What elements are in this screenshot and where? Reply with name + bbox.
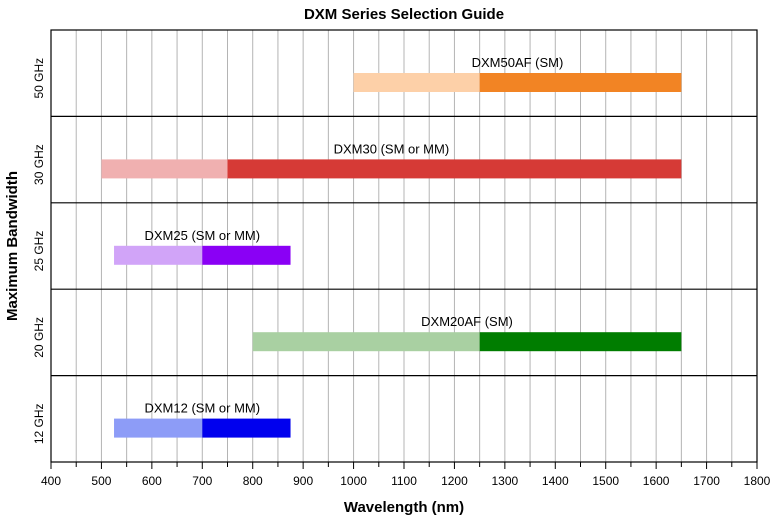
bar-name-label: DXM50AF (SM) (472, 55, 564, 70)
bar-name-label: DXM12 (SM or MM) (145, 401, 261, 416)
x-axis: 400 500 600 700 800 900 1000 1100 1200 1300 1400 15… (41, 462, 771, 488)
row-bandwidth-label: 20 GHz (32, 317, 46, 358)
bar-light-segment (252, 332, 480, 352)
bar-dark-segment (479, 332, 682, 352)
x-tick-label: 1700 (693, 474, 720, 488)
row-separators (51, 115, 757, 377)
x-tick-label: 700 (192, 474, 212, 488)
bar-dark-segment (227, 159, 682, 179)
row-bandwidth-label: 25 GHz (32, 231, 46, 272)
x-tick-label: 1500 (592, 474, 619, 488)
bar-light-segment (353, 73, 480, 92)
x-tick-label: 900 (293, 474, 313, 488)
x-axis-title: Wavelength (nm) (344, 499, 464, 516)
bar-dark-segment (202, 418, 291, 438)
x-tick-label: 500 (91, 474, 111, 488)
chart-title: DXM Series Selection Guide (304, 6, 504, 23)
row-bandwidth-label: 30 GHz (32, 144, 46, 185)
y-axis-title: Maximum Bandwidth (4, 171, 21, 321)
bar-name-label: DXM25 (SM or MM) (145, 228, 261, 243)
bar-light-segment (114, 245, 203, 265)
row-bandwidth-label: 12 GHz (32, 403, 46, 444)
x-tick-label: 1400 (542, 474, 569, 488)
bar-name-label: DXM20AF (SM) (421, 314, 513, 329)
x-tick-label: 1000 (340, 474, 367, 488)
x-tick-label: 600 (142, 474, 162, 488)
bar-dark-segment (202, 245, 291, 265)
x-tick-label: 1100 (391, 474, 417, 488)
bar-light-segment (114, 418, 203, 438)
bar-dark-segment (479, 73, 682, 92)
x-tick-label: 1300 (492, 474, 519, 488)
x-tick-label: 400 (41, 474, 61, 488)
x-tick-label: 1200 (441, 474, 468, 488)
x-tick-label: 1600 (643, 474, 670, 488)
row-bandwidth-label: 50 GHz (32, 58, 46, 99)
bar-name-label: DXM30 (SM or MM) (334, 141, 450, 156)
bar-light-segment (101, 159, 228, 179)
gridlines (75, 30, 733, 462)
x-tick-label: 1800 (744, 474, 771, 488)
bars: DXM50AF (SM) DXM30 (SM or MM) DXM25 (SM or… (101, 55, 682, 438)
x-tick-label: 800 (243, 474, 263, 488)
row-labels: 50 GHz 30 GHz 25 GHz 20 GHz 12 GHz (32, 58, 46, 444)
